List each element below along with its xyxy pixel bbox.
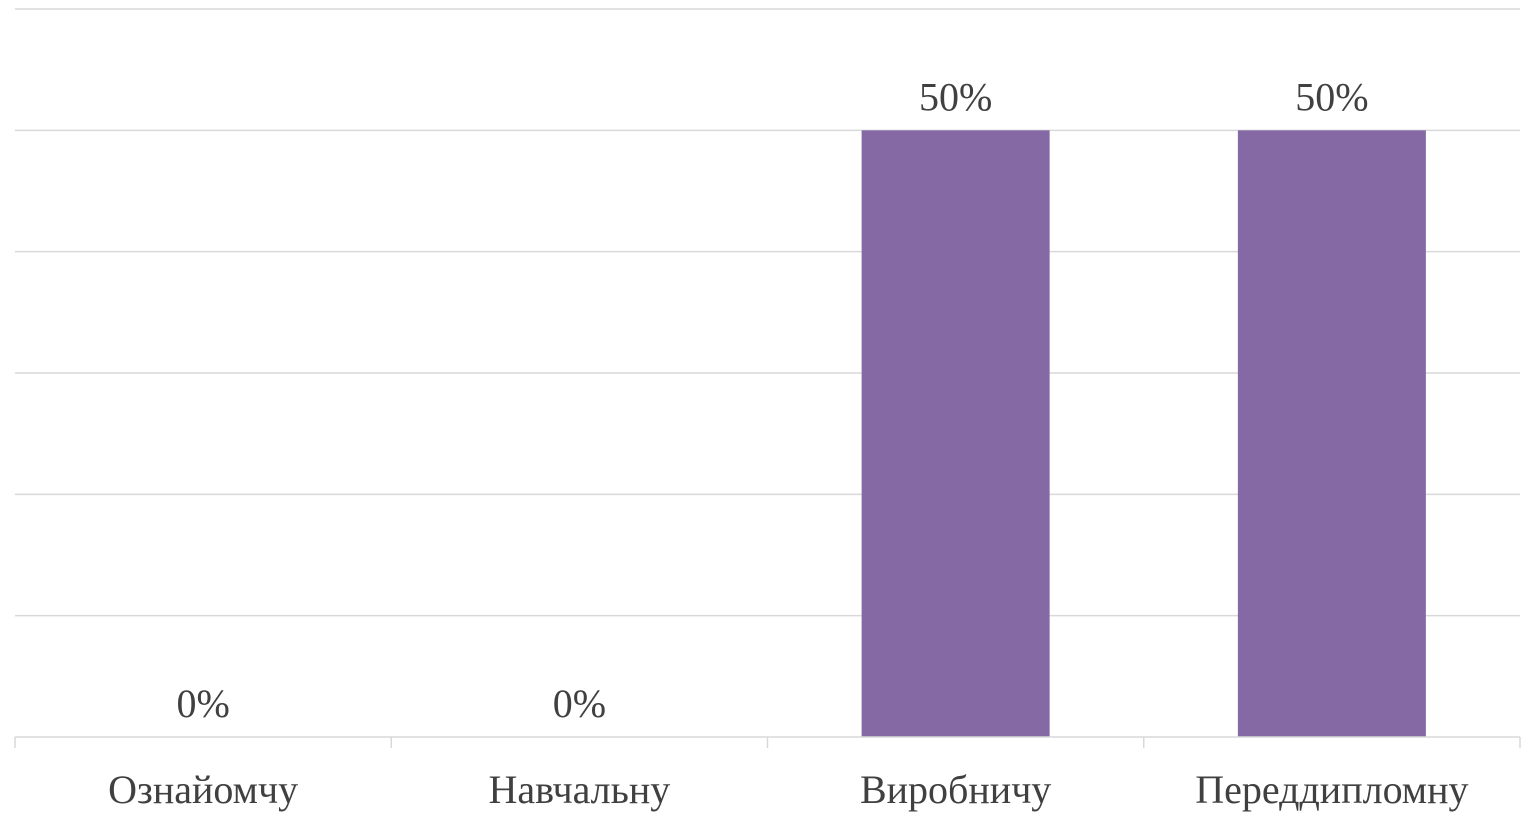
data-label: 0%	[553, 681, 606, 726]
category-label: Виробничу	[860, 767, 1051, 812]
bars	[861, 130, 1426, 738]
data-labels: 0% 0% 50% 50%	[176, 74, 1368, 726]
category-label: Переддипломну	[1195, 767, 1468, 812]
category-label: Ознайомчу	[108, 767, 298, 812]
data-label: 50%	[919, 74, 992, 119]
data-label: 50%	[1295, 74, 1368, 119]
x-axis	[14, 736, 1521, 748]
data-label: 0%	[176, 681, 229, 726]
category-label: Навчальну	[488, 767, 670, 812]
bar	[1237, 130, 1426, 738]
category-labels: Ознайомчу Навчальну Виробничу Переддипломну	[108, 767, 1468, 812]
bar	[861, 130, 1050, 738]
